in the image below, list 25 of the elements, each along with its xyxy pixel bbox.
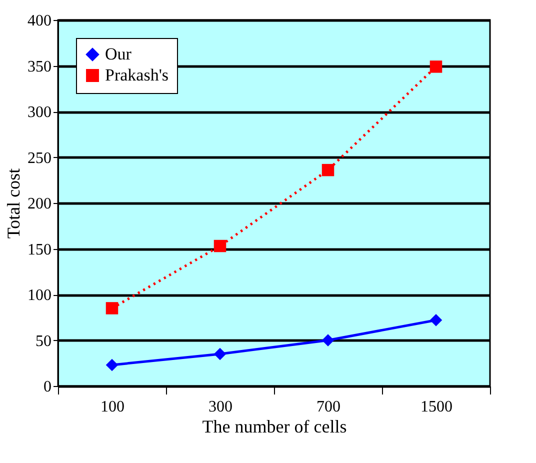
y-tick-label: 50: [36, 332, 52, 350]
point: [430, 60, 442, 73]
x-tick-label: 700: [316, 398, 340, 416]
legend-label: Our: [105, 44, 132, 64]
point: [322, 334, 334, 346]
y-tick-label: 150: [28, 241, 52, 258]
x-axis-title: The number of cells: [202, 416, 347, 436]
x-tick-label: 1500: [420, 398, 452, 416]
y-tick-label: 200: [28, 196, 52, 212]
y-tick-label: 0: [44, 378, 52, 396]
y-tick-label: 300: [28, 104, 52, 121]
y-tick-label: 250: [28, 150, 52, 167]
point: [214, 348, 226, 360]
point: [106, 358, 118, 372]
y-tick-label: 350: [28, 58, 52, 76]
point: [214, 240, 226, 252]
y-axis-title: Total cost: [4, 168, 24, 239]
legend-label: Prakash's: [105, 66, 169, 84]
y-tick-label: 100: [28, 287, 52, 304]
y-tick-label: 400: [28, 12, 52, 30]
point: [106, 302, 118, 314]
x-tick-label: 300: [208, 398, 232, 416]
x-tick-label: 100: [100, 398, 124, 416]
point: [322, 164, 334, 176]
point: [430, 314, 442, 326]
